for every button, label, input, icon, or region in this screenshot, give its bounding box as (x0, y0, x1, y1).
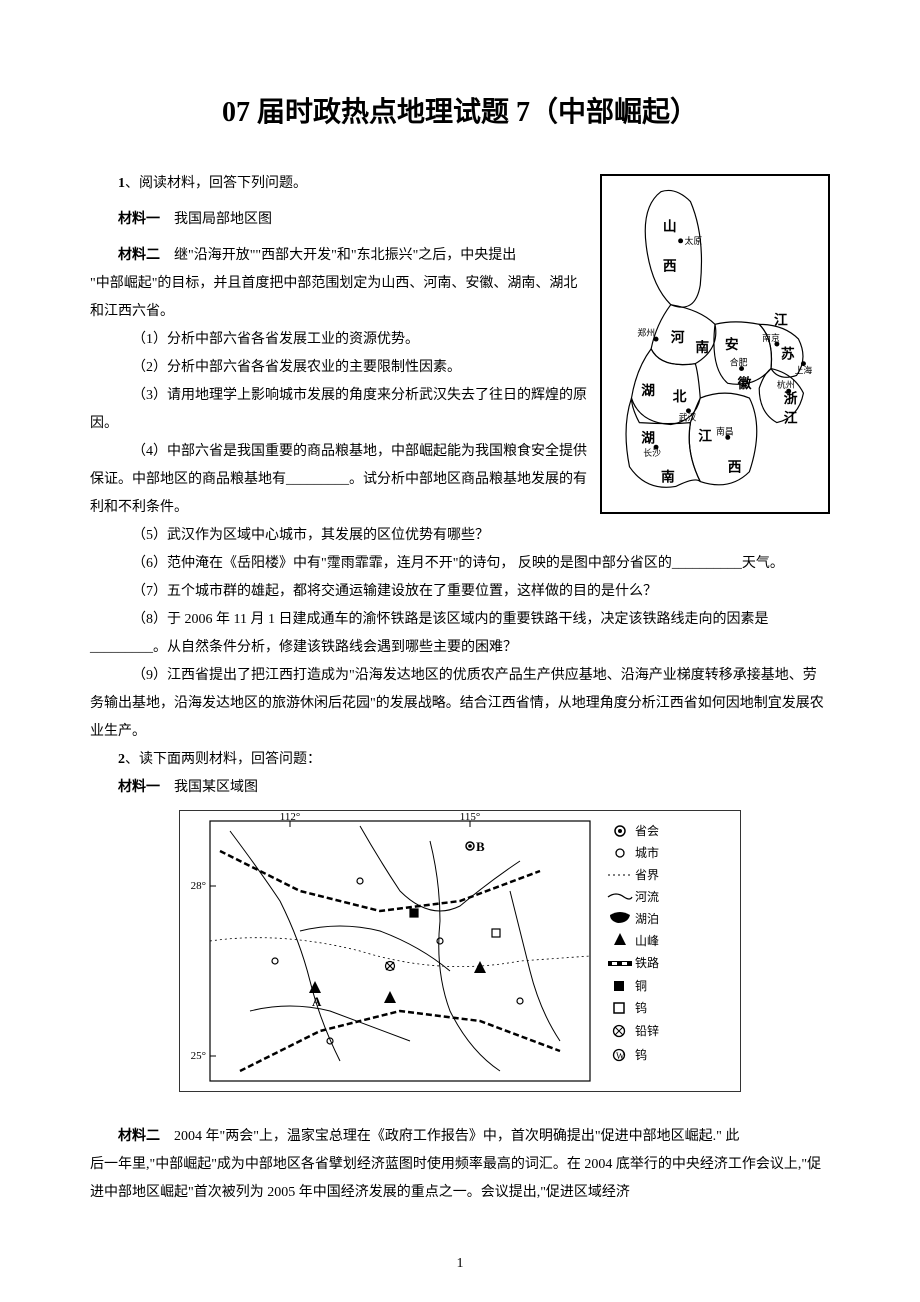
sub8: （8）于 2006 年 11 月 1 日建成通车的渝怀铁路是该区域内的重要铁路干… (90, 606, 830, 662)
map-city-hangzhou: 杭州 (777, 379, 795, 390)
legend-wu1: 钨 (635, 1000, 647, 1015)
document-body: 山 西 河 南 江 苏 安 徽 湖 北 浙 江 湖 江 西 南 (90, 170, 830, 1207)
q1-num: 1 (118, 176, 125, 191)
map-label-hu: 湖 (641, 383, 655, 398)
footer-material2-label: 材料二 (118, 1129, 160, 1144)
q2-material1-label: 材料一 (118, 780, 160, 795)
map-label-xi: 西 (663, 258, 677, 273)
footer-material2: 材料二 2004 年"两会"上，温家宝总理在《政府工作报告》中，首次明确提出"促… (90, 1123, 830, 1151)
svg-text:W: W (616, 1051, 625, 1061)
map1-svg: 山 西 河 南 江 苏 安 徽 湖 北 浙 江 湖 江 西 南 (602, 176, 828, 512)
map-label-nan: 南 (695, 339, 709, 355)
legend-capital: 省会 (635, 824, 659, 838)
q1-lead-text: 、阅读材料，回答下列问题。 (125, 176, 307, 191)
label-A: A (312, 994, 322, 1009)
map-city-nanchang: 南昌 (716, 425, 734, 436)
q2-material1-text: 我国某区域图 (174, 780, 258, 795)
legend-peak: 山峰 (635, 934, 659, 948)
material1-label: 材料一 (118, 212, 160, 227)
q2-num: 2 (118, 752, 125, 767)
map-label-an: 安 (725, 336, 739, 352)
label-B: B (476, 839, 485, 854)
legend-city: 城市 (635, 845, 659, 860)
region-map: 112° 115° 28° 25° (179, 810, 741, 1092)
legend-railway: 铁路 (635, 955, 659, 970)
sub5: （5）武汉作为区域中心城市，其发展的区位优势有哪些？ (90, 522, 830, 550)
map-label-hui: 徽 (737, 375, 752, 391)
page-number: 1 (0, 1256, 920, 1272)
legend-copper: 铜 (635, 978, 647, 993)
legend-wu2: 钨 (635, 1047, 647, 1062)
map-label-jiang: 江 (774, 311, 788, 327)
lat28: 28° (191, 880, 206, 892)
legend-lake: 湖泊 (635, 911, 659, 926)
china-central-map: 山 西 河 南 江 苏 安 徽 湖 北 浙 江 湖 江 西 南 (600, 174, 830, 514)
material2-text: 继"沿海开放""西部大开发"和"东北振兴"之后，中央提出 (174, 248, 516, 263)
map-label-su: 苏 (781, 346, 795, 362)
footer-cont: 后一年里,"中部崛起"成为中部地区各省擘划经济蓝图时使用频率最高的词汇。在 20… (90, 1151, 830, 1207)
page-title: 07 届时政热点地理试题 7（中部崛起） (90, 90, 830, 130)
material2-label: 材料二 (118, 248, 160, 263)
legend-border: 省界 (635, 868, 659, 882)
sub6: （6）范仲淹在《岳阳楼》中有"霪雨霏霏，连月不开"的诗句， 反映的是图中部分省区… (90, 550, 830, 578)
map-city-hefei: 合肥 (730, 357, 748, 368)
map-label-shanxi: 山 (663, 219, 677, 234)
map-city-nanjing: 南京 (762, 332, 780, 343)
q2-material1: 材料一 我国某区域图 (90, 774, 830, 802)
material1-text: 我国局部地区图 (174, 212, 272, 227)
map-city-shanghai: 上海 (795, 364, 813, 375)
map-city-wuhan: 武汉 (679, 412, 697, 423)
map-label-jxjiang: 江 (698, 427, 712, 443)
sub9: （9）江西省提出了把江西打造成为"沿海发达地区的优质农产品生产供应基地、沿海产业… (90, 662, 830, 746)
legend-river: 河流 (635, 890, 659, 904)
map-label-henan: 河 (671, 329, 685, 345)
region-map-container: 112° 115° 28° 25° (90, 810, 830, 1103)
sub7: （7）五个城市群的雄起，都将交通运输建设放在了重要位置，这样做的目的是什么？ (90, 578, 830, 606)
map-city-taiyuan: 太原 (685, 235, 703, 246)
map2-svg: 112° 115° 28° 25° (180, 811, 740, 1091)
map-label-hu2: 湖 (641, 430, 655, 445)
map-label-zjiang: 江 (784, 410, 798, 426)
map-city-zhengzhou: 郑州 (637, 327, 655, 338)
sub3-text: （3）请用地理学上影响城市发展的角度来分析武汉失去了往日的辉煌的原因。 (90, 388, 587, 431)
map-label-jxxi: 西 (728, 460, 742, 475)
q2-lead-text: 、读下面两则材料，回答问题： (125, 752, 321, 767)
legend-pbzn: 铅锌 (635, 1024, 659, 1038)
footer-material2-text: 2004 年"两会"上，温家宝总理在《政府工作报告》中，首次明确提出"促进中部地… (174, 1129, 739, 1144)
map-city-changsha: 长沙 (643, 447, 661, 458)
map-label-nan2: 南 (661, 469, 675, 485)
lat25: 25° (191, 1050, 206, 1062)
q2-lead: 2、读下面两则材料，回答问题： (90, 746, 830, 774)
document-page: 07 届时政热点地理试题 7（中部崛起） 山 西 (0, 0, 920, 1302)
map-label-bei: 北 (673, 389, 687, 404)
